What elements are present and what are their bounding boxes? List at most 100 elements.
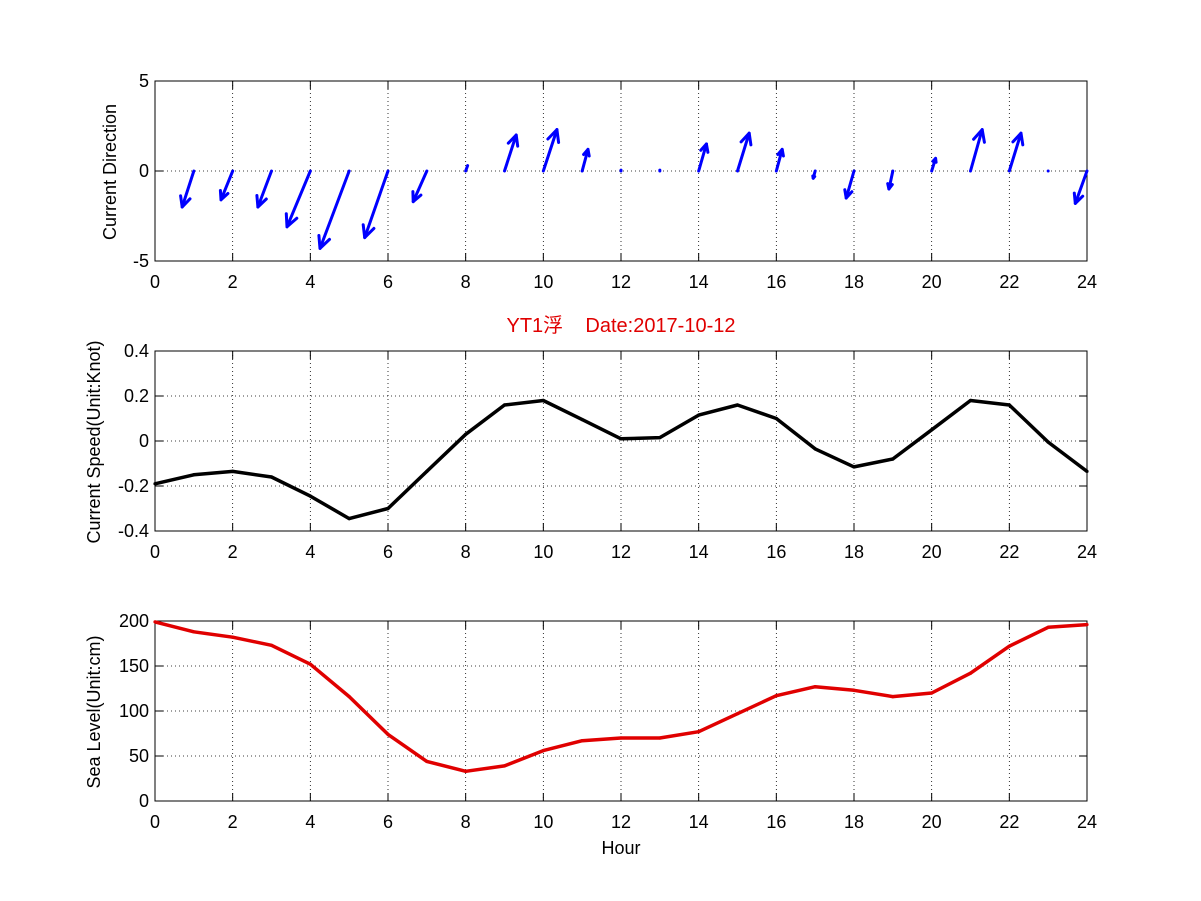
- current-speed-x-tick-label: 18: [844, 542, 864, 562]
- x-axis-label: Hour: [601, 838, 640, 858]
- current-speed-ylabel: Current Speed(Unit:Knot): [84, 340, 104, 543]
- current-direction-arrow: [541, 128, 561, 173]
- sea-level-point: [347, 695, 351, 699]
- current-direction-arrow: [464, 164, 470, 173]
- current-direction-x-tick-label: 12: [611, 272, 631, 292]
- current-direction-arrow: [774, 147, 785, 173]
- current-speed-y-tick-label: 0.2: [124, 386, 149, 406]
- current-direction-x-tick-label: 18: [844, 272, 864, 292]
- current-direction-arrow-head: [218, 189, 230, 202]
- current-direction-arrow-shaft: [1007, 131, 1023, 173]
- current-speed-point: [347, 517, 351, 521]
- sea-level-point: [502, 764, 507, 768]
- current-speed-point: [774, 416, 778, 421]
- current-speed-point: [697, 413, 701, 417]
- current-direction-arrow-shaft: [503, 133, 518, 173]
- current-direction-arrow-shaft: [1073, 169, 1089, 205]
- sea-level-point: [968, 671, 973, 675]
- sea-level-x-tick-label: 22: [999, 812, 1019, 832]
- current-speed-point: [619, 437, 623, 441]
- current-direction-arrow-head: [317, 234, 331, 250]
- current-direction-y-tick-label: -5: [133, 251, 149, 271]
- current-direction-y-tick-label: 0: [139, 161, 149, 181]
- current-speed-x-tick-label: 14: [689, 542, 709, 562]
- current-speed-point: [735, 403, 740, 407]
- sea-level-x-tick-label: 18: [844, 812, 864, 832]
- current-direction-arrow: [811, 169, 817, 180]
- current-direction-arrow-head: [546, 128, 561, 144]
- current-direction-x-tick-label: 0: [150, 272, 160, 292]
- current-direction-arrow-shaft: [411, 169, 429, 204]
- current-direction-arrow-shaft: [697, 142, 708, 173]
- current-speed-x-tick-label: 8: [461, 542, 471, 562]
- current-direction-arrow: [930, 156, 938, 173]
- current-direction-arrow-shaft: [285, 169, 312, 229]
- current-speed-point: [852, 465, 856, 469]
- current-direction-arrow-shaft: [318, 169, 351, 250]
- sea-level-point: [192, 630, 196, 634]
- sea-level-x-tick-label: 24: [1077, 812, 1097, 832]
- sea-level-x-tick-label: 12: [611, 812, 631, 832]
- sea-level-y-tick-label: 200: [119, 611, 149, 631]
- current-direction-x-tick-label: 6: [383, 272, 393, 292]
- current-speed-point: [658, 436, 662, 440]
- sea-level-point: [697, 730, 701, 734]
- current-direction-arrow: [886, 169, 895, 191]
- current-direction-arrow-head: [506, 133, 520, 148]
- current-speed-point: [386, 506, 390, 511]
- current-direction-arrow-shaft: [580, 147, 590, 173]
- current-speed-x-tick-label: 22: [999, 542, 1019, 562]
- current-speed-point: [813, 447, 817, 451]
- current-direction-arrow-head: [1072, 191, 1085, 205]
- current-direction-ylabel: Current Direction: [100, 104, 120, 240]
- sea-level-y-tick-label: 0: [139, 791, 149, 811]
- sea-level-y-tick-label: 150: [119, 656, 149, 676]
- current-speed-y-tick-label: -0.4: [118, 521, 149, 541]
- sea-level-x-tick-label: 8: [461, 812, 471, 832]
- current-direction-arrow: [1072, 169, 1089, 205]
- sea-level-point: [1046, 625, 1050, 629]
- current-speed-x-tick-label: 24: [1077, 542, 1097, 562]
- current-direction-x-tick-label: 10: [533, 272, 553, 292]
- current-speed-point: [192, 473, 196, 477]
- sea-level-point: [1085, 623, 1089, 627]
- current-direction-arrow-head: [284, 212, 299, 229]
- current-speed-x-tick-label: 2: [228, 542, 238, 562]
- sea-level-x-tick-label: 20: [922, 812, 942, 832]
- current-speed-point: [502, 403, 507, 407]
- sea-level-x-tick-label: 4: [305, 812, 315, 832]
- current-direction-arrow-head: [361, 223, 376, 240]
- current-direction-arrow-head: [739, 131, 753, 147]
- sea-level-point: [231, 635, 235, 639]
- current-direction-x-tick-label: 2: [228, 272, 238, 292]
- current-speed-point: [1046, 440, 1050, 444]
- current-direction-arrow-head: [886, 182, 894, 191]
- sea-level-point: [774, 694, 778, 698]
- current-speed-point: [425, 469, 429, 473]
- current-direction-x-tick-label: 8: [461, 272, 471, 292]
- current-direction-arrow-shaft: [363, 169, 390, 240]
- current-direction-arrow-shaft: [541, 128, 559, 173]
- current-direction-panel: 0 2 4 6 8 10 12 14 16 18 20 22 24-505: [133, 71, 1097, 292]
- current-direction-arrow-head: [843, 188, 854, 200]
- current-speed-point: [153, 482, 157, 486]
- current-direction-arrow: [736, 131, 753, 173]
- current-speed-x-tick-label: 4: [305, 542, 315, 562]
- current-direction-arrow: [1007, 131, 1025, 173]
- sea-level-x-tick-label: 0: [150, 812, 160, 832]
- current-direction-arrow: [284, 169, 312, 229]
- sea-level-point: [1007, 644, 1011, 648]
- current-speed-y-tick-label: 0.4: [124, 341, 149, 361]
- current-speed-point: [1007, 403, 1011, 407]
- current-speed-point: [231, 469, 235, 473]
- current-speed-panel: 0 2 4 6 8 10 12 14 16 18 20 22 24-0.4-0.200.20.4: [118, 341, 1097, 562]
- current-direction-arrow-head: [776, 147, 785, 158]
- sea-level-point: [891, 695, 895, 699]
- current-direction-arrow: [969, 128, 986, 173]
- current-direction-arrow: [503, 133, 520, 173]
- current-direction-arrow-shaft: [256, 169, 273, 209]
- current-speed-x-tick-label: 12: [611, 542, 631, 562]
- current-direction-arrow: [255, 169, 273, 209]
